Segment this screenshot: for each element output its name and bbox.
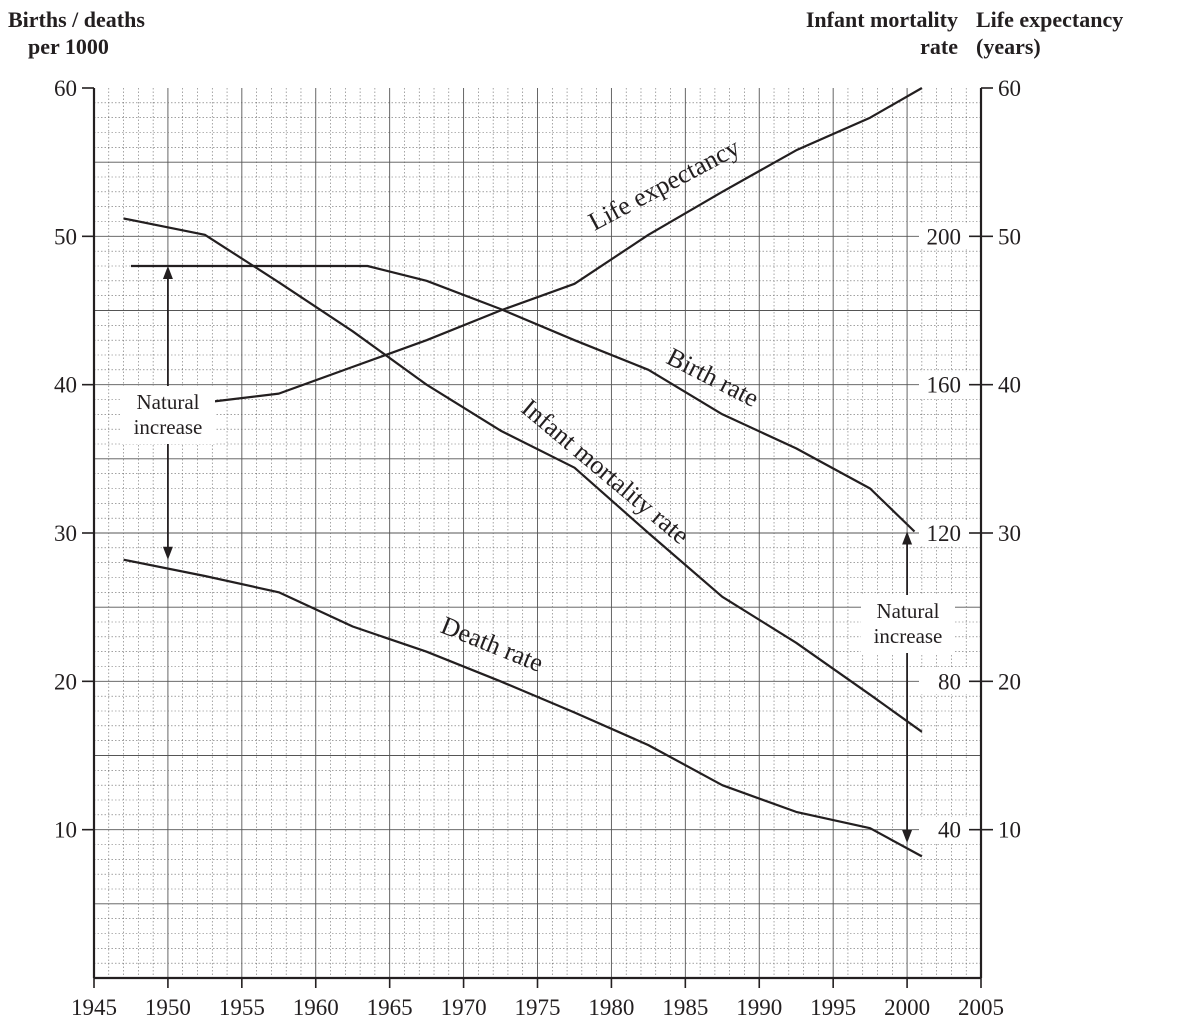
x-tick-label: 1950 [145,995,191,1020]
natural-increase-label: Natural [877,599,940,623]
infant-mortality-axis-title-line2: rate [920,34,958,59]
infant-mortality-tick-label: 80 [938,669,961,694]
x-tick-label: 1990 [736,995,782,1020]
life-expectancy-label: Life expectancy [584,133,745,237]
infant-mortality-tick-bg [919,371,969,398]
natural-increase-label-bg [861,595,955,653]
x-tick-label: 2000 [884,995,930,1020]
infant-mortality-axis-title-line1: Infant mortality [806,7,958,32]
x-tick-label: 1985 [662,995,708,1020]
arrow-down-icon [162,546,173,560]
x-tick-label: 1980 [588,995,634,1020]
series-lines [123,87,923,858]
x-tick-label: 1960 [293,995,339,1020]
left-tick-label: 30 [54,521,77,546]
life-expectancy-axis-title-line1: Life expectancy [976,7,1123,32]
natural-increase-label: increase [134,415,203,439]
x-tick-label: 1955 [219,995,265,1020]
arrow-down-icon [902,830,913,844]
left-axis-title-line2: per 1000 [28,34,109,59]
infant-mortality-tick-bg [919,520,969,546]
infant-mortality-tick-label: 200 [927,224,962,249]
left-tick-label: 10 [54,818,77,843]
infant-mortality-tick-bg [919,816,969,843]
death-rate-line [123,558,923,858]
x-tick-label: 1975 [515,995,561,1020]
infant-mortality-rate-line [123,217,923,733]
right-tick-label: 30 [998,521,1021,546]
left-tick-label: 50 [54,224,77,249]
x-tick-label: 1970 [441,995,487,1020]
right-tick-label: 40 [998,373,1021,398]
infant-mortality-rate-label: Infant mortality rate [516,393,695,550]
left-tick-label: 40 [54,373,77,398]
arrow-up-icon [902,531,913,545]
arrow-up-icon [162,266,173,279]
right-tick-label: 60 [998,76,1021,101]
life-expectancy-axis-title-line2: (years) [976,34,1041,59]
series-labels: Birth rate Death rate Infant mortality rat… [437,133,764,678]
birth-rate-label: Birth rate [662,342,763,413]
right-tick-label: 20 [998,669,1021,694]
death-rate-label: Death rate [437,611,548,678]
infant-mortality-tick-label: 40 [938,818,961,843]
natural-increase-label: increase [874,624,943,648]
right-tick-label: 10 [998,818,1021,843]
chart-axes [82,87,993,988]
x-tick-label: 1995 [810,995,856,1020]
natural-increase-label-bg [121,386,215,444]
infant-mortality-tick-bg [919,668,969,695]
x-tick-label: 2005 [958,995,1004,1020]
left-axis-title-line1: Births / deaths [8,7,145,32]
x-tick-label: 1945 [71,995,117,1020]
birth-rate-line [131,264,916,533]
x-tick-label: 1965 [367,995,413,1020]
infant-mortality-tick-label: 160 [927,373,962,398]
left-tick-label: 20 [54,669,77,694]
natural-increase-label: Natural [137,390,200,414]
infant-mortality-tick-bg [919,223,969,250]
right-tick-label: 50 [998,224,1021,249]
life-expectancy-line [130,87,923,411]
infant-mortality-tick-label: 120 [927,521,962,546]
tick-labels: 1945 1950 1955 1960 1965 1970 1975 1980 1985 1990… [54,76,1021,1020]
left-tick-label: 60 [54,76,77,101]
